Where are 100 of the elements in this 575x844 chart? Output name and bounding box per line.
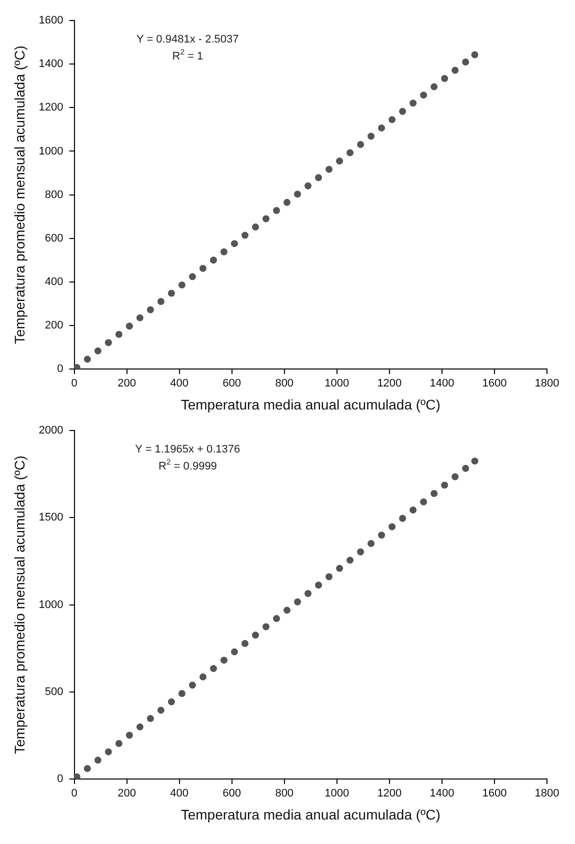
point [157, 298, 164, 305]
x-tick-label: 600 [222, 788, 242, 800]
y-tick-label: 1400 [38, 58, 64, 70]
point [199, 673, 206, 680]
x-tick-label: 0 [71, 788, 78, 800]
x-tick-label: 200 [118, 788, 136, 800]
x-tick-label: 400 [170, 788, 188, 800]
point [74, 773, 80, 779]
point [188, 682, 196, 689]
point [452, 66, 459, 74]
point [168, 698, 175, 706]
x-tick-label: 400 [170, 378, 188, 390]
y-tick-label: 600 [44, 232, 64, 244]
point [126, 322, 133, 330]
y-tick-label: 1600 [38, 14, 64, 27]
point [210, 256, 217, 264]
point [199, 264, 206, 272]
point [378, 124, 386, 132]
x-tick-label: 1800 [534, 378, 560, 390]
point [462, 464, 470, 472]
x-tick-label: 200 [118, 378, 136, 390]
x-tick-label: 0 [71, 378, 78, 390]
point [284, 198, 290, 206]
point [157, 706, 164, 714]
point [178, 690, 186, 697]
point [462, 58, 470, 66]
point [188, 273, 196, 280]
y-tick-label: 500 [44, 686, 64, 698]
x-tick-label: 1400 [430, 788, 454, 800]
point [220, 248, 228, 256]
point [241, 232, 248, 239]
point [168, 290, 175, 297]
point [94, 756, 102, 764]
point [284, 606, 290, 614]
y-tick-label: 1000 [38, 598, 64, 611]
x-tick-label: 800 [275, 378, 294, 390]
point [326, 166, 333, 173]
y-tick-label: 1200 [38, 102, 64, 114]
y-tick-label: 800 [44, 188, 64, 201]
x-tick-label: 1000 [324, 378, 350, 390]
point [252, 224, 259, 231]
point [346, 149, 354, 156]
point [304, 590, 312, 597]
point [304, 182, 312, 190]
point [146, 306, 154, 314]
point [326, 573, 333, 580]
point [410, 506, 417, 514]
point [84, 356, 91, 363]
point [388, 116, 396, 124]
x-axis-title: Temperatura media anual acumulada (ºC) [180, 806, 440, 822]
point [399, 108, 406, 115]
y-tick-label: 0 [57, 773, 64, 786]
point [272, 615, 280, 622]
point [357, 548, 364, 556]
point [220, 656, 228, 664]
x-tick-label: 1200 [377, 378, 402, 390]
point [115, 330, 122, 338]
point [178, 281, 186, 288]
x-tick-label: 1400 [430, 378, 454, 390]
x-tick-label: 1600 [482, 788, 507, 800]
point [315, 174, 322, 182]
point [420, 92, 428, 99]
annotation: Y = 0.9481x - 2.5037 [136, 34, 239, 46]
point [368, 540, 375, 547]
x-tick-label: 1600 [482, 378, 507, 390]
point [146, 715, 154, 722]
point [399, 514, 406, 522]
point [262, 215, 270, 222]
point [262, 623, 270, 630]
point [272, 206, 280, 214]
point [136, 314, 144, 322]
x-tick-label: 800 [275, 788, 294, 800]
point [104, 339, 112, 346]
point [378, 532, 386, 539]
point [388, 523, 396, 530]
annotation: Y = 1.1965x + 0.1376 [135, 444, 240, 456]
point [315, 582, 322, 589]
y-axis-title: Temperatura promedio mensual acumulada (ºC) [11, 46, 28, 344]
point [230, 648, 238, 656]
point [471, 458, 478, 465]
point [441, 482, 448, 489]
point [346, 556, 354, 564]
x-axis-title: Temperatura media anual acumulada (ºC) [180, 396, 440, 412]
point [294, 190, 302, 198]
y-tick-label: 1000 [38, 145, 64, 158]
y-tick-label: 400 [44, 276, 64, 288]
point [452, 473, 459, 480]
x-tick-label: 1200 [377, 788, 402, 800]
point [368, 132, 375, 140]
point [115, 740, 122, 747]
point [94, 347, 102, 354]
y-tick-label: 2000 [38, 424, 64, 437]
point [230, 240, 238, 248]
point [136, 723, 144, 730]
point [74, 364, 80, 369]
x-tick-label: 1800 [534, 788, 560, 800]
point [104, 748, 112, 756]
y-tick-label: 200 [44, 319, 64, 332]
point [126, 732, 133, 739]
point [210, 665, 217, 672]
